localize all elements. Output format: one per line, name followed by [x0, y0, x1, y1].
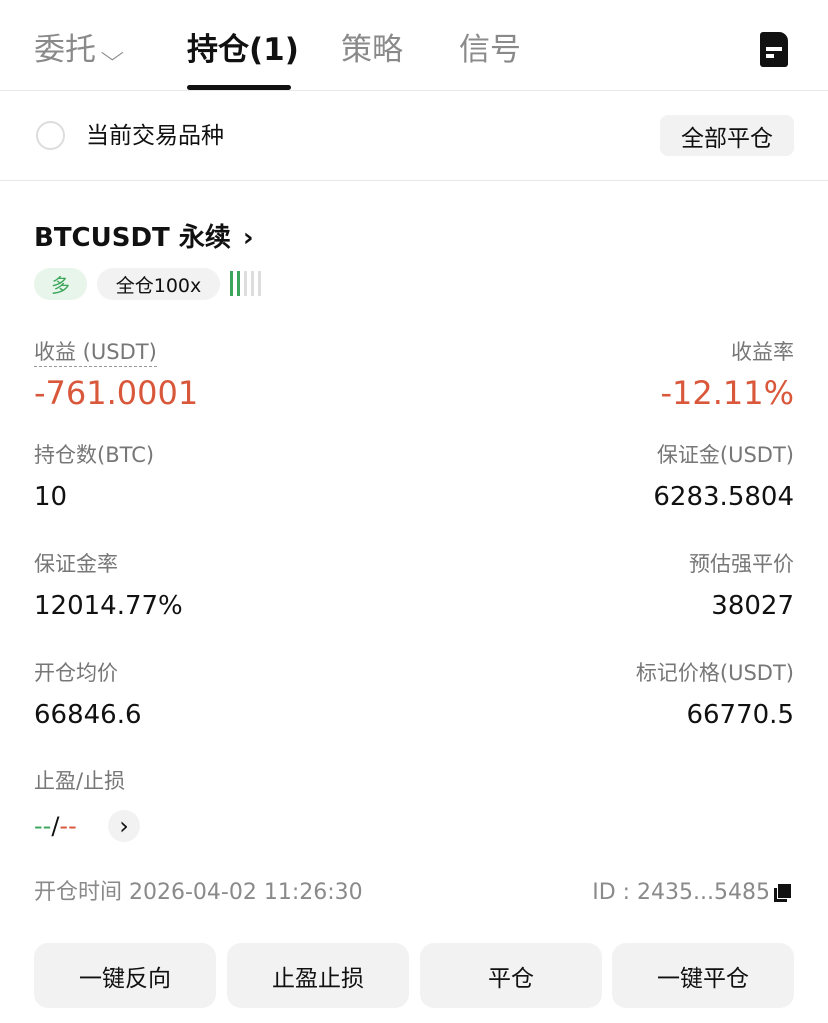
tab-positions[interactable]: 持仓(1): [187, 32, 299, 68]
position-id: ID : 2435...5485: [592, 880, 770, 905]
tp-value: --: [34, 812, 52, 840]
roe-value: -12.11%: [660, 374, 794, 412]
margin-mode-tag[interactable]: 全仓100x: [97, 268, 220, 300]
close-position-button[interactable]: 平仓: [420, 943, 602, 1008]
tpsl-label: 止盈/止损: [34, 769, 126, 793]
tab-signals[interactable]: 信号: [459, 32, 521, 68]
pnl-value: -761.0001: [34, 374, 199, 412]
quick-close-button[interactable]: 一键平仓: [612, 943, 794, 1008]
tpsl-button[interactable]: 止盈止损: [227, 943, 409, 1008]
margin-ratio-value: 12014.77%: [34, 591, 183, 621]
current-symbol-label: 当前交易品种: [86, 123, 224, 149]
risk-level-bars: [230, 271, 261, 296]
tab-orders-label: 委托: [34, 32, 96, 68]
tab-orders[interactable]: 委托 ⌵: [34, 28, 125, 76]
close-all-button[interactable]: 全部平仓: [660, 115, 794, 156]
active-tab-indicator: [187, 85, 291, 90]
document-icon[interactable]: [760, 32, 788, 67]
position-symbol-link[interactable]: BTCUSDT 永续 ›: [34, 220, 254, 256]
chevron-right-icon: ›: [119, 812, 129, 840]
chevron-right-icon: ›: [242, 223, 254, 253]
entry-price-label: 开仓均价: [34, 661, 118, 685]
divider: [0, 90, 828, 91]
mark-price-label: 标记价格(USDT): [635, 661, 794, 685]
open-time: 开仓时间 2026-04-02 11:26:30: [34, 880, 363, 905]
tpsl-separator: /: [51, 812, 60, 840]
size-label: 持仓数(BTC): [34, 443, 155, 467]
chevron-down-icon: ⌵: [100, 41, 125, 66]
liq-price-value: 38027: [711, 591, 794, 621]
tab-strategy[interactable]: 策略: [341, 32, 403, 68]
size-value: 10: [34, 482, 68, 512]
liq-price-label: 预估强平价: [689, 552, 794, 576]
tpsl-value: --/--: [34, 810, 77, 842]
copy-icon[interactable]: [774, 884, 791, 902]
sl-value: --: [59, 812, 77, 840]
roe-label: 收益率: [731, 340, 794, 364]
current-symbol-checkbox[interactable]: [36, 121, 65, 150]
margin-value: 6283.5804: [653, 482, 794, 512]
symbol-label: BTCUSDT 永续: [34, 223, 231, 253]
side-tag: 多: [34, 268, 87, 300]
tpsl-chevron-button[interactable]: ›: [108, 810, 140, 842]
entry-price-value: 66846.6: [34, 700, 142, 730]
mark-price-value: 66770.5: [686, 700, 794, 730]
margin-label: 保证金(USDT): [656, 443, 794, 467]
divider: [0, 180, 828, 181]
reverse-position-button[interactable]: 一键反向: [34, 943, 216, 1008]
pnl-label[interactable]: 收益 (USDT): [34, 338, 157, 367]
margin-ratio-label: 保证金率: [34, 552, 118, 576]
